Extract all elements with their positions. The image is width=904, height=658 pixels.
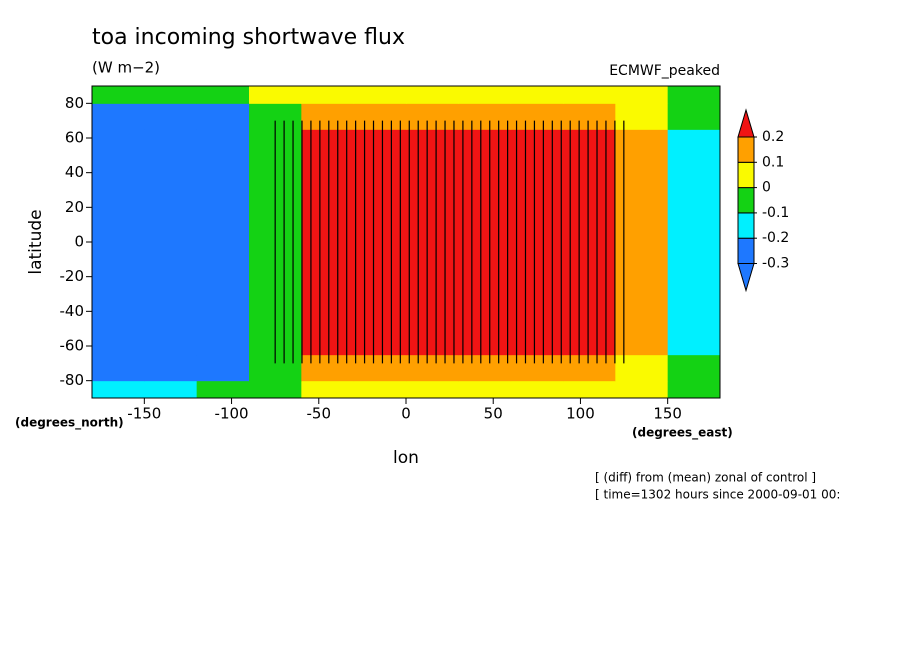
chart-title: toa incoming shortwave flux: [92, 25, 405, 50]
contour-cell: [510, 129, 564, 356]
colorbar-triangle: [737, 108, 755, 138]
contour-cell: [92, 380, 145, 399]
x-tick-label: -100: [215, 405, 249, 423]
contour-cell: [563, 380, 616, 399]
colorbar-box: [737, 161, 755, 189]
contour-cell: [301, 129, 355, 356]
contour-cell: [406, 103, 459, 130]
contour-cell: [249, 380, 302, 399]
contour-cell: [510, 103, 564, 130]
contour-cell: [144, 86, 198, 104]
contour-cell: [667, 103, 721, 130]
contour-cell: [406, 354, 459, 382]
contour-cell: [196, 129, 250, 356]
contour-cell: [301, 354, 355, 382]
contour-cell: [458, 86, 512, 104]
colorbar-label: 0.1: [762, 154, 784, 170]
colorbar-label: 0.2: [762, 129, 784, 145]
contour-cell: [458, 103, 512, 130]
contour-cell: [196, 354, 250, 382]
contour-cell: [196, 103, 250, 130]
x-tick-label: 150: [653, 405, 682, 423]
contour-cell: [615, 86, 669, 104]
contour-cell: [353, 380, 407, 399]
x-tick-label: 100: [566, 405, 595, 423]
contour-cell: [458, 380, 512, 399]
contour-cell: [196, 380, 250, 399]
contour-cell: [301, 103, 355, 130]
contour-cell: [301, 380, 355, 399]
note: [ (diff) from (mean) zonal of control ]: [595, 471, 816, 485]
contour-cell: [353, 86, 407, 104]
colorbar-triangle: [737, 263, 755, 293]
y-tick-label: -80: [60, 371, 85, 389]
contour-cell: [667, 129, 721, 356]
contour-cell: [144, 129, 198, 356]
contour-cell: [667, 380, 721, 399]
right-label: ECMWF_peaked: [609, 63, 720, 79]
contour-cell: [563, 86, 616, 104]
contour-cell: [563, 103, 616, 130]
contour-cell: [406, 380, 459, 399]
colorbar-label: 0: [762, 180, 771, 196]
contour-cell: [92, 103, 145, 130]
x-tick-label: -150: [127, 405, 161, 423]
y-tick-label: -60: [60, 337, 85, 355]
x-tick-label: 50: [484, 405, 503, 423]
contour-cell: [92, 354, 145, 382]
y-tick-label: 80: [65, 94, 84, 112]
colorbar-box: [737, 212, 755, 239]
contour-cell: [563, 129, 616, 356]
contour-cell: [92, 86, 145, 104]
contour-cell: [510, 380, 564, 399]
contour-cell: [144, 380, 198, 399]
colorbar-label: -0.1: [762, 205, 789, 221]
contour-cell: [406, 86, 459, 104]
contour-cell: [249, 86, 302, 104]
colorbar-label: -0.3: [762, 256, 789, 272]
y-tick-label: 40: [65, 163, 84, 181]
contour-cell: [667, 86, 721, 104]
contour-cell: [353, 103, 407, 130]
y-tick-label: 20: [65, 198, 84, 216]
contour-cell: [196, 86, 250, 104]
x-axis-label: lon: [393, 448, 419, 468]
x-units: (degrees_east): [632, 426, 733, 441]
contour-cell: [510, 86, 564, 104]
contour-cell: [615, 380, 669, 399]
note: [ time=1302 hours since 2000-09-01 00:: [595, 488, 840, 502]
contour-cell: [458, 354, 512, 382]
y-units: (degrees_north): [15, 416, 124, 431]
x-tick-label: -50: [307, 405, 332, 423]
contour-cell: [563, 354, 616, 382]
contour-cell: [92, 129, 145, 356]
y-tick-label: -40: [60, 302, 85, 320]
contour-cell: [667, 354, 721, 382]
x-tick-label: 0: [401, 405, 411, 423]
contour-cell: [510, 354, 564, 382]
y-tick-label: 60: [65, 129, 84, 147]
colorbar-box: [737, 237, 755, 264]
contour-cell: [406, 129, 459, 356]
contour-cell: [458, 129, 512, 356]
contour-cell: [144, 354, 198, 382]
colorbar-box: [737, 187, 755, 214]
y-tick-label: 0: [74, 233, 84, 251]
contour-cell: [353, 129, 407, 356]
contour-cell: [144, 103, 198, 130]
y-axis-label: latitude: [26, 209, 46, 274]
colorbar-label: -0.2: [762, 230, 789, 246]
y-tick-label: -20: [60, 267, 85, 285]
colorbar-box: [737, 136, 755, 163]
contour-cell: [353, 354, 407, 382]
chart-subtitle: (W m−2): [92, 59, 160, 77]
contour-cell: [301, 86, 355, 104]
